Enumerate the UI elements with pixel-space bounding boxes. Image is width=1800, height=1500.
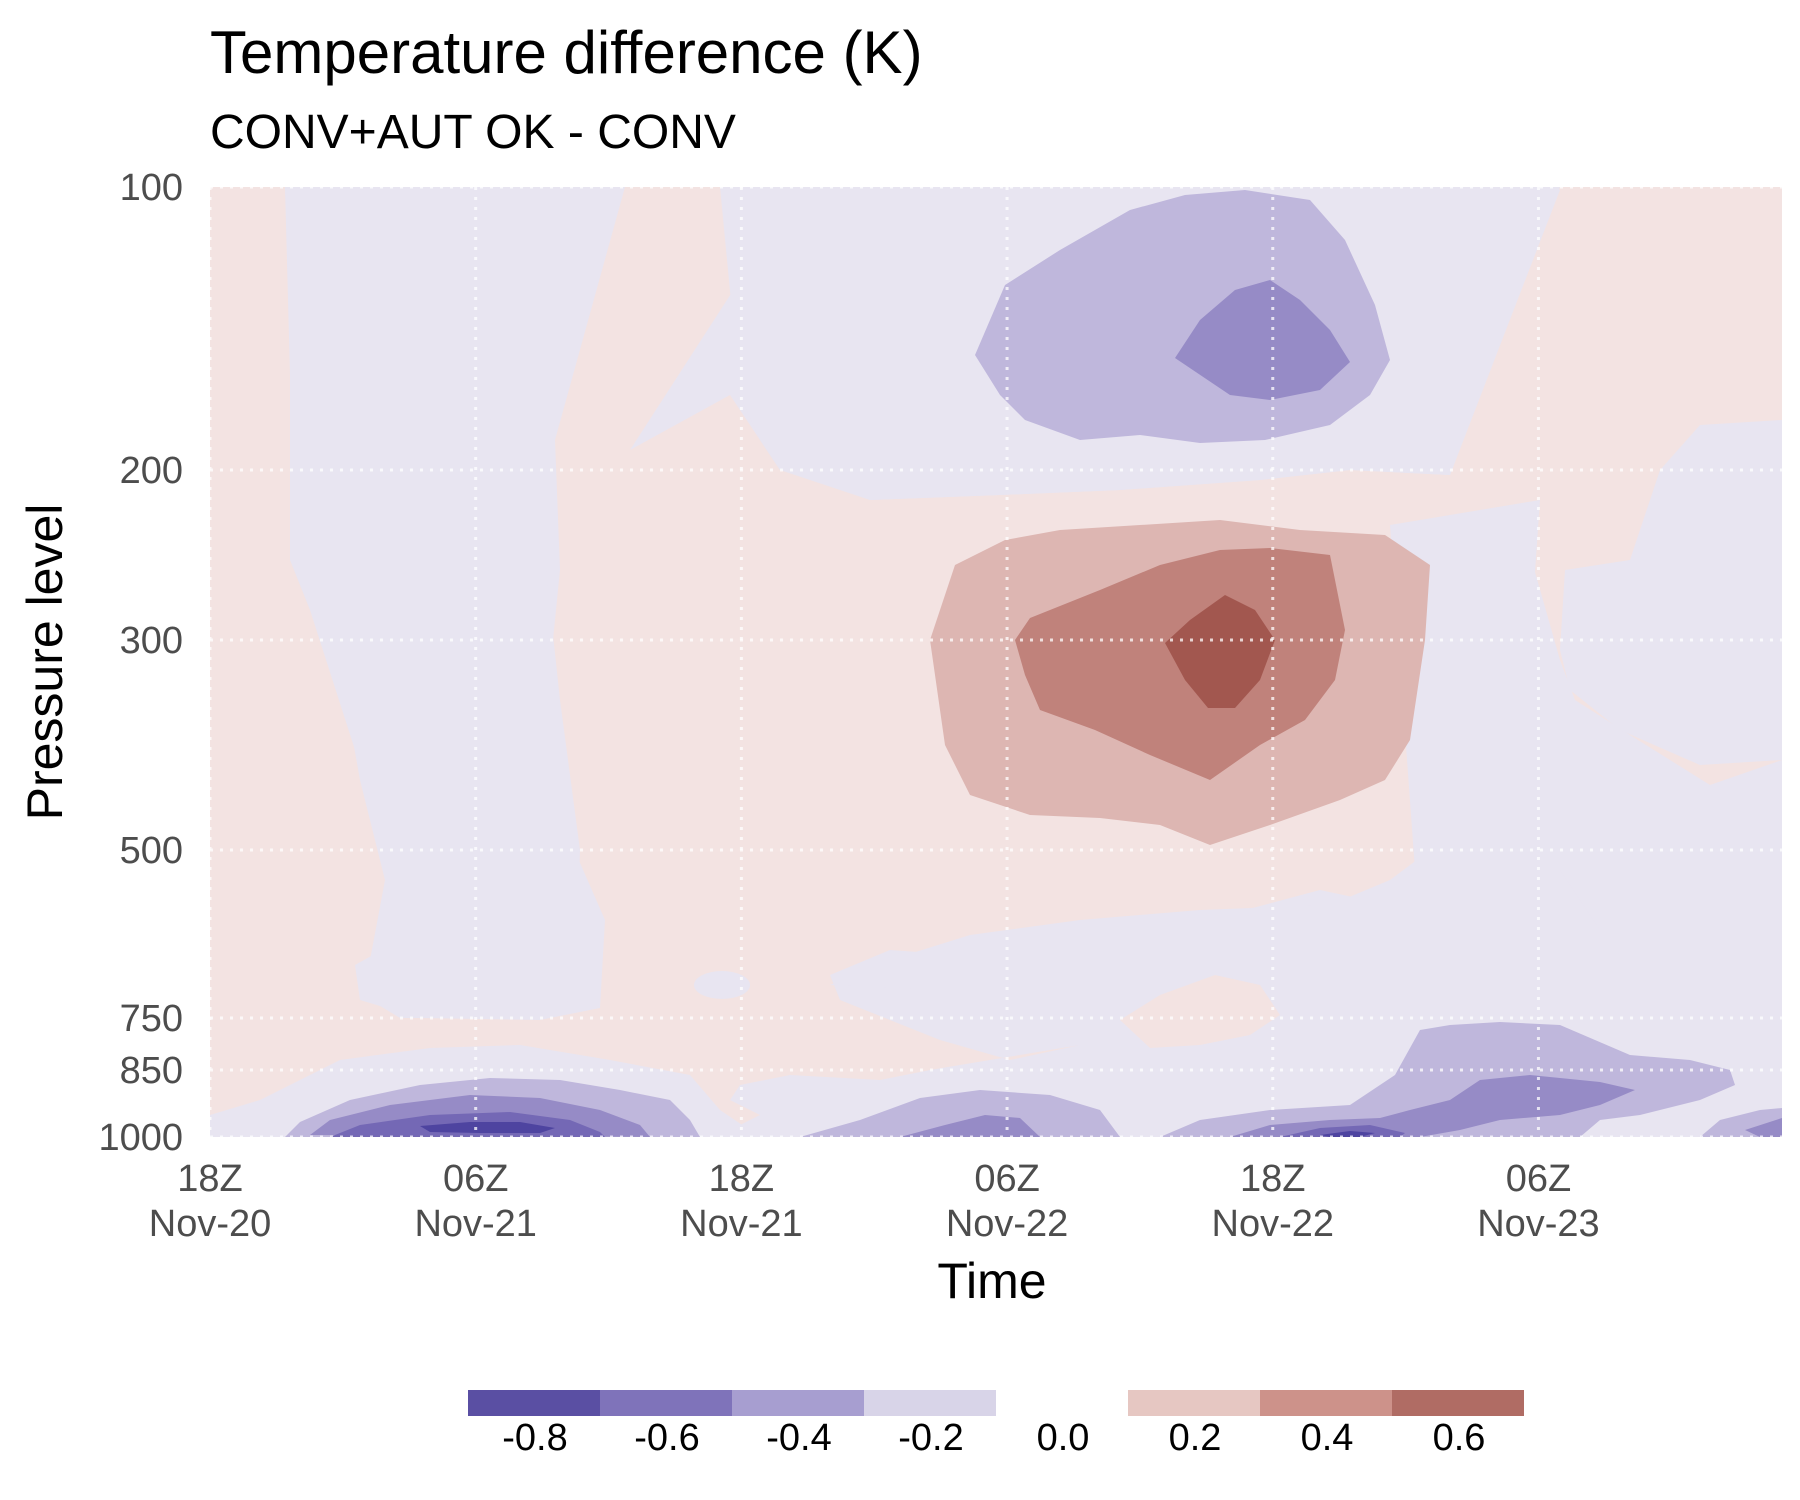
legend-swatch-positive-0 <box>1128 1390 1260 1416</box>
x-tick-label-0-line2: Nov-20 <box>149 1203 272 1245</box>
y-tick-label-4: 750 <box>120 998 183 1040</box>
grid-lines <box>208 185 1782 1139</box>
plot-area <box>210 187 1782 1137</box>
x-tick-label-2-line2: Nov-21 <box>680 1203 803 1245</box>
x-tick-label-2-line1: 18Z <box>709 1158 774 1200</box>
fill-neg-sfc-mid-0.2-0.4 <box>800 1090 1120 1137</box>
legend-label-7: 0.6 <box>1433 1417 1486 1459</box>
legend-swatch-positive-1 <box>1260 1390 1392 1416</box>
fill-neg-sfc-right-0.6-0.8 <box>1280 1125 1405 1137</box>
x-tick-label-3-line1: 06Z <box>974 1158 1039 1200</box>
x-tick-label-5-line2: Nov-23 <box>1477 1203 1600 1245</box>
legend-swatch-negative-3 <box>864 1390 996 1416</box>
x-axis-ticks: 18ZNov-2006ZNov-2118ZNov-2106ZNov-2218ZN… <box>149 1158 1600 1245</box>
x-axis-title: Time <box>937 1253 1046 1309</box>
legend-swatch-negative-0 <box>468 1390 600 1416</box>
fill-pos-mid-0.6-0.8 <box>1165 595 1275 708</box>
legend-label-2: -0.4 <box>766 1417 831 1459</box>
color-legend: -0.8 -0.6 -0.4 -0.2 0.0 0.2 0.4 0.6 <box>468 1390 1524 1459</box>
fill-neg-right <box>1560 420 1782 765</box>
fill-neg-left-column <box>285 187 580 1018</box>
y-axis-title: Pressure level <box>17 504 73 821</box>
legend-label-0: -0.8 <box>502 1417 567 1459</box>
fill-neg-upper-0.4-0.6 <box>1175 280 1350 400</box>
chart-subtitle: CONV+AUT OK - CONV <box>210 106 736 159</box>
y-tick-label-3: 500 <box>120 830 183 872</box>
y-tick-label-1: 200 <box>120 450 183 492</box>
fill-neg-sfc-farright-0.4-0.6 <box>1745 1118 1782 1137</box>
y-tick-label-6: 1000 <box>98 1117 183 1159</box>
legend-swatch-negative-1 <box>600 1390 732 1416</box>
legend-label-4: 0.0 <box>1037 1417 1090 1459</box>
legend-swatch-negative-2 <box>732 1390 864 1416</box>
fill-neg-sfc-right-0.2-0.4 <box>1160 1022 1735 1137</box>
legend-label-6: 0.4 <box>1301 1417 1354 1459</box>
legend-swatch-positive-2 <box>1392 1390 1524 1416</box>
y-tick-label-5: 850 <box>120 1050 183 1092</box>
legend-label-5: 0.2 <box>1169 1417 1222 1459</box>
x-tick-label-4-line1: 18Z <box>1240 1158 1305 1200</box>
fill-pos-pocket <box>1120 975 1280 1048</box>
x-tick-label-0-line1: 18Z <box>177 1158 242 1200</box>
x-tick-label-1-line1: 06Z <box>443 1158 508 1200</box>
x-tick-label-3-line2: Nov-22 <box>946 1203 1069 1245</box>
fill-neg-blob <box>694 971 750 999</box>
legend-label-3: -0.2 <box>898 1417 963 1459</box>
chart-title: Temperature difference (K) <box>210 19 923 86</box>
x-tick-label-4-line2: Nov-22 <box>1212 1203 1335 1245</box>
x-tick-label-1-line2: Nov-21 <box>414 1203 537 1245</box>
y-tick-label-0: 100 <box>120 167 183 209</box>
fill-neg-sfc-left-0.8-1.0 <box>420 1122 555 1133</box>
y-axis-ticks: 100 200 300 500 750 850 1000 <box>98 167 183 1159</box>
y-tick-label-2: 300 <box>120 620 183 662</box>
fill-neg-sfc-right-0.4-0.6 <box>1230 1075 1635 1137</box>
x-tick-label-5-line1: 06Z <box>1506 1158 1571 1200</box>
fill-neg-sfc-mid-0.4-0.6 <box>900 1115 1040 1137</box>
legend-label-1: -0.6 <box>634 1417 699 1459</box>
